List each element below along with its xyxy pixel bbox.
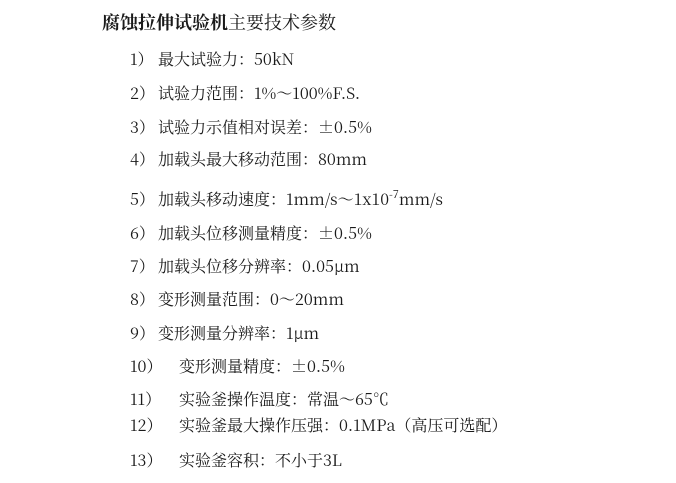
- item-number: 2）: [130, 81, 155, 104]
- item-number: 5）: [130, 187, 155, 210]
- spec-item: 9） 变形测量分辨率：1μm: [130, 324, 319, 342]
- item-text: 加载头最大移动范围：80mm: [158, 147, 368, 170]
- spec-item: 1） 最大试验力：50kN: [130, 50, 294, 68]
- item-number: 3）: [130, 115, 155, 138]
- title-rest: 主要技术参数: [228, 9, 336, 35]
- item-number: 11）: [130, 387, 162, 410]
- spec-item: 13） 实验釜容积：不小于3L: [130, 451, 342, 469]
- spec-item: 11） 实验釜操作温度：常温～65℃: [130, 390, 389, 408]
- item-number: 8）: [130, 287, 155, 310]
- item-text: 试验力范围：1%～100%F.S.: [158, 81, 361, 104]
- spec-item: 10） 变形测量精度：±0.5%: [130, 357, 345, 375]
- item-text: 变形测量分辨率：1μm: [158, 321, 320, 344]
- title-bold: 腐蚀拉伸试验机: [102, 9, 228, 35]
- item-number: 13）: [130, 448, 163, 471]
- item-number: 4）: [130, 147, 155, 170]
- spec-item: 7） 加载头位移分辨率：0.05μm: [130, 257, 360, 275]
- item-number: 10）: [130, 354, 163, 377]
- spec-item: 6） 加载头位移测量精度：±0.5%: [130, 224, 372, 242]
- spec-item: 12） 实验釜最大操作压强：0.1MPa（高压可选配）: [130, 416, 507, 434]
- document-title: 腐蚀拉伸试验机主要技术参数: [102, 9, 336, 35]
- item-text: 加载头位移测量精度：±0.5%: [158, 221, 372, 244]
- spec-item: 4） 加载头最大移动范围：80mm: [130, 150, 367, 168]
- item-text: 加载头移动速度：1mm/s～1x10: [158, 187, 389, 210]
- item-text-after: mm/s: [398, 187, 443, 210]
- item-text: 变形测量精度：±0.5%: [179, 354, 345, 377]
- spec-item: 8） 变形测量范围：0～20mm: [130, 290, 344, 308]
- item-number: 1）: [130, 47, 154, 70]
- item-text: 变形测量范围：0～20mm: [158, 287, 344, 310]
- item-text: 实验釜操作温度：常温～65℃: [179, 387, 389, 410]
- item-text: 实验釜最大操作压强：0.1MPa（高压可选配）: [179, 413, 508, 436]
- item-number: 12）: [130, 413, 163, 436]
- item-text: 最大试验力：50kN: [158, 47, 295, 70]
- item-superscript: -7: [389, 186, 399, 202]
- item-number: 9）: [130, 321, 155, 344]
- spec-item: 3） 试验力示值相对误差：±0.5%: [130, 118, 372, 136]
- spec-item: 2） 试验力范围：1%～100%F.S.: [130, 84, 360, 102]
- item-text: 试验力示值相对误差：±0.5%: [158, 115, 372, 138]
- spec-item: 5） 加载头移动速度：1mm/s～1x10-7mm/s: [130, 187, 443, 210]
- item-text: 实验釜容积：不小于3L: [179, 448, 342, 471]
- item-number: 7）: [130, 254, 155, 277]
- item-number: 6）: [130, 221, 155, 244]
- item-text: 加载头位移分辨率：0.05μm: [158, 254, 360, 277]
